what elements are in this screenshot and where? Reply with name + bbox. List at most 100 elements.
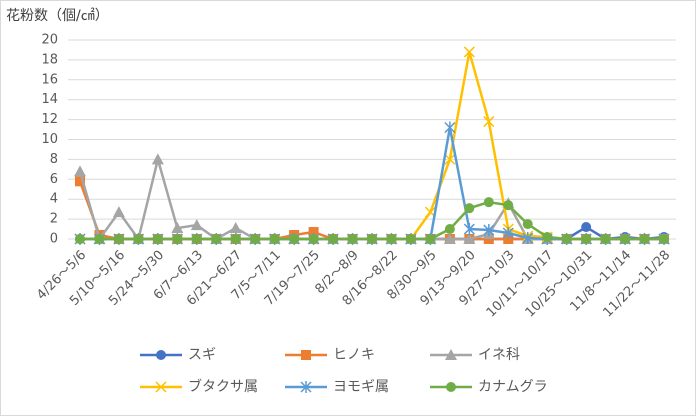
marker-shape (503, 200, 514, 211)
y-tick-label: 12 (41, 112, 58, 127)
y-tick-label: 10 (41, 132, 58, 147)
y-tick-label: 8 (50, 152, 58, 167)
marker-shape (289, 234, 300, 244)
marker-shape (190, 219, 203, 231)
marker-shape (211, 234, 222, 244)
marker-shape (446, 382, 456, 392)
data-point (522, 232, 534, 245)
data-point (483, 197, 494, 208)
data-point (75, 234, 85, 244)
marker-shape (444, 153, 456, 165)
legend-marker (445, 349, 457, 360)
marker-shape (444, 121, 456, 134)
data-point (269, 234, 280, 244)
legend-label: スギ (188, 347, 216, 363)
marker-shape (229, 222, 242, 234)
marker-shape (94, 234, 105, 244)
legend-label: ヒノキ (333, 347, 375, 363)
data-point (581, 222, 592, 233)
marker-shape (133, 234, 144, 244)
y-tick-label: 0 (50, 232, 58, 247)
legend-marker (155, 381, 167, 393)
data-point (172, 234, 183, 244)
marker-shape (301, 350, 311, 360)
data-point (230, 234, 241, 244)
data-point (308, 234, 319, 244)
data-point (600, 234, 611, 244)
data-point (113, 234, 124, 244)
legend-label: カナムグラ (478, 379, 548, 395)
data-point (94, 234, 105, 244)
marker-shape (113, 234, 124, 244)
marker-shape (463, 233, 476, 244)
marker-shape (386, 234, 397, 244)
marker-shape (367, 234, 377, 244)
marker-shape (250, 234, 261, 244)
marker-shape (112, 206, 125, 218)
data-point (328, 234, 339, 244)
data-point (542, 232, 553, 243)
marker-shape (405, 234, 416, 244)
data-point (502, 227, 514, 240)
data-point (581, 234, 592, 244)
marker-shape (561, 234, 572, 244)
y-tick-label: 6 (50, 172, 58, 187)
marker-shape (191, 234, 202, 244)
data-point (464, 203, 475, 214)
marker-shape (230, 234, 241, 244)
legend-marker (300, 381, 312, 393)
marker-shape (172, 234, 183, 244)
legend-marker (301, 350, 311, 360)
marker-shape (171, 222, 184, 234)
marker-shape (581, 234, 592, 244)
data-point (171, 222, 184, 234)
marker-shape (269, 234, 280, 244)
marker-shape (620, 234, 631, 244)
data-point (133, 234, 144, 244)
data-point (463, 233, 476, 244)
data-point (444, 224, 455, 235)
marker-shape (600, 234, 611, 244)
y-tick-label: 2 (50, 212, 58, 227)
marker-shape (463, 46, 475, 58)
marker-shape (659, 234, 669, 244)
legend-marker (156, 350, 166, 360)
data-point (425, 234, 436, 244)
marker-shape (300, 381, 312, 393)
marker-shape (639, 234, 650, 244)
data-point (659, 234, 669, 244)
chart-title: 花粉数（個/㎠） (6, 8, 109, 24)
marker-shape (581, 222, 592, 233)
data-point (405, 234, 416, 244)
legend-marker (446, 382, 456, 392)
data-point (229, 222, 242, 234)
data-point (463, 46, 475, 58)
marker-shape (155, 381, 167, 393)
marker-shape (74, 165, 86, 177)
marker-shape (308, 227, 319, 238)
y-tick-label: 4 (50, 192, 58, 207)
marker-shape (464, 203, 475, 214)
data-point (308, 227, 319, 238)
marker-shape (75, 234, 85, 244)
legend-label: イネ科 (478, 347, 520, 363)
data-point (75, 176, 85, 187)
data-point (367, 234, 377, 244)
y-tick-label: 20 (41, 33, 58, 48)
data-point (386, 234, 397, 244)
marker-shape (542, 232, 553, 243)
data-point (561, 234, 572, 244)
legend-label: ヨモギ属 (333, 379, 389, 395)
data-point (463, 223, 475, 236)
y-tick-label: 14 (41, 92, 58, 107)
marker-shape (483, 224, 495, 237)
data-point (151, 153, 164, 165)
data-point (190, 219, 203, 231)
data-point (74, 165, 86, 177)
data-point (152, 234, 163, 244)
y-tick-label: 16 (41, 72, 58, 87)
data-point (443, 233, 456, 244)
data-point (289, 234, 300, 244)
